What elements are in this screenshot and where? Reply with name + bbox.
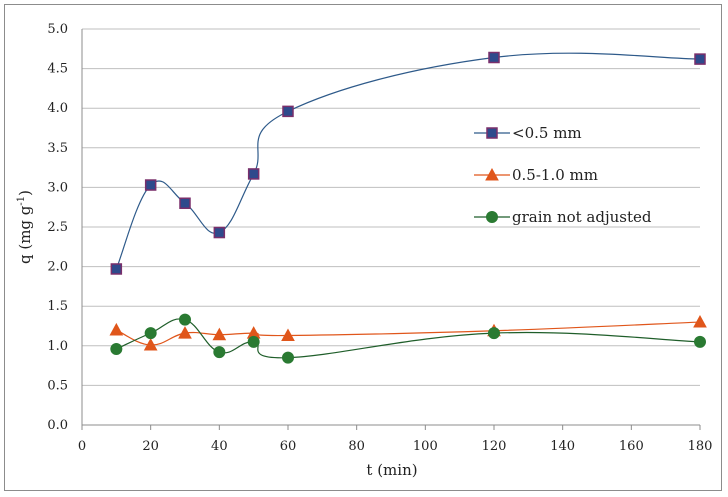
legend-label-medium: 0.5-1.0 mm <box>512 166 598 184</box>
x-axis-title: t (min) <box>366 461 417 479</box>
legend-marker-medium <box>485 167 499 181</box>
x-tick-label: 180 <box>688 439 713 454</box>
y-tick-label: 0.0 <box>47 418 68 433</box>
y-axis-title-close: ) <box>16 190 34 196</box>
x-tick-label: 0 <box>78 439 86 454</box>
data-point-small <box>213 226 226 239</box>
y-tick-label: 2.0 <box>47 260 68 275</box>
y-tick-label: 1.5 <box>47 299 68 314</box>
y-tick-label: 5.0 <box>47 22 68 37</box>
x-tick-label: 100 <box>413 439 438 454</box>
data-point-medium <box>109 322 124 336</box>
data-point-unadjusted <box>213 346 226 359</box>
grid-lines <box>82 28 700 426</box>
data-point-unadjusted <box>144 327 157 340</box>
data-point-small <box>282 105 294 118</box>
legend-marker-small <box>486 127 498 139</box>
data-point-small <box>144 179 157 191</box>
legend-marker-unadjusted <box>486 211 498 223</box>
y-tick-label: 0.5 <box>47 378 68 393</box>
y-tick-label: 3.5 <box>47 141 68 156</box>
x-tick-label: 20 <box>142 439 159 454</box>
x-tick-label: 40 <box>211 439 228 454</box>
y-axis-title: q (mg g-1) <box>16 190 34 264</box>
data-point-medium <box>212 327 227 341</box>
legend: <0.5 mm 0.5-1.0 mm grain not adjusted <box>474 124 652 226</box>
x-tick-label: 60 <box>280 439 297 454</box>
data-point-unadjusted <box>694 335 706 348</box>
x-tick-label: 120 <box>482 439 507 454</box>
series-line-medium <box>116 321 701 346</box>
y-tick-label: 4.5 <box>47 62 68 77</box>
data-point-medium <box>178 326 192 339</box>
y-tick-label: 4.0 <box>47 101 68 116</box>
x-tick-label: 80 <box>348 439 365 454</box>
data-point-small <box>694 53 706 65</box>
series-lines <box>115 52 701 359</box>
data-point-medium <box>281 328 295 342</box>
data-point-medium <box>143 337 158 351</box>
y-axis-title-sup: -1 <box>16 196 27 206</box>
data-point-unadjusted <box>179 313 191 326</box>
series-markers <box>109 51 707 364</box>
y-tick-labels: 0.0 0.5 1.0 1.5 2.0 2.5 3.0 3.5 4.0 4.5 5.0 <box>47 22 68 433</box>
y-axis-title-main: q (mg g <box>16 205 34 264</box>
y-tick-label: 3.0 <box>47 180 68 195</box>
x-tick-label: 160 <box>619 439 644 454</box>
x-tick-labels: 0 20 40 60 80 100 120 140 160 180 <box>78 439 713 454</box>
axes <box>81 29 701 430</box>
y-tick-label: 1.0 <box>47 339 68 354</box>
legend-label-small: <0.5 mm <box>512 124 582 142</box>
y-tick-label: 2.5 <box>47 220 68 235</box>
data-point-medium <box>693 314 707 328</box>
data-point-unadjusted <box>282 351 294 364</box>
data-point-unadjusted <box>247 335 260 348</box>
data-point-small <box>179 197 191 209</box>
series-line-unadjusted <box>116 318 701 359</box>
data-point-small <box>247 168 260 180</box>
legend-label-unadjusted: grain not adjusted <box>512 208 652 226</box>
data-point-unadjusted <box>488 327 500 340</box>
data-point-small <box>488 51 500 64</box>
data-point-small <box>110 263 123 275</box>
data-point-unadjusted <box>110 342 123 355</box>
x-tick-label: 140 <box>550 439 575 454</box>
series-line-small <box>115 52 701 270</box>
